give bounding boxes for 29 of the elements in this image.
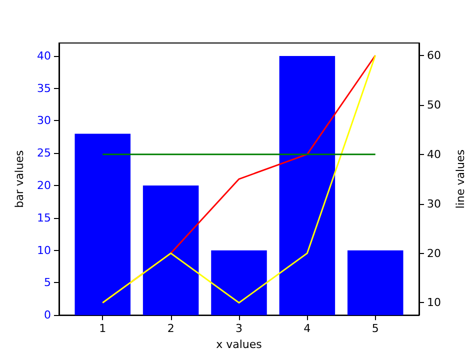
y-tick-label: 30 <box>37 114 51 128</box>
y-tick-label: 25 <box>37 146 51 160</box>
bar <box>279 56 336 316</box>
x-tick-label: 3 <box>236 322 242 336</box>
y-axis-title: bar values <box>13 150 26 208</box>
y2-tick-label: 40 <box>427 148 441 161</box>
y-tick-label: 40 <box>37 49 51 62</box>
y-tick-label: 0 <box>44 308 51 322</box>
y2-tick-label: 10 <box>427 296 441 310</box>
bar <box>347 250 404 316</box>
y-tick-label: 20 <box>37 179 51 192</box>
x-tick-label: 2 <box>167 322 174 336</box>
y2-tick-label: 30 <box>427 197 441 210</box>
y2-tick-label: 50 <box>427 98 441 112</box>
y-tick-label: 5 <box>44 276 51 290</box>
y2-tick-label: 20 <box>427 246 441 260</box>
x-tick-label: 4 <box>304 322 311 336</box>
y-tick-label: 35 <box>37 82 51 95</box>
y2-axis-title: line values <box>454 149 467 209</box>
x-tick-label: 5 <box>372 322 379 336</box>
bar <box>211 250 267 316</box>
line-series <box>102 54 376 304</box>
bar <box>74 134 131 316</box>
y-tick-label: 10 <box>37 244 51 257</box>
y2-tick-label: 60 <box>427 48 441 62</box>
y-tick-label: 15 <box>37 211 51 224</box>
x-axis-title: x values <box>216 338 262 351</box>
bar <box>142 186 199 316</box>
x-tick-label: 1 <box>99 322 106 336</box>
